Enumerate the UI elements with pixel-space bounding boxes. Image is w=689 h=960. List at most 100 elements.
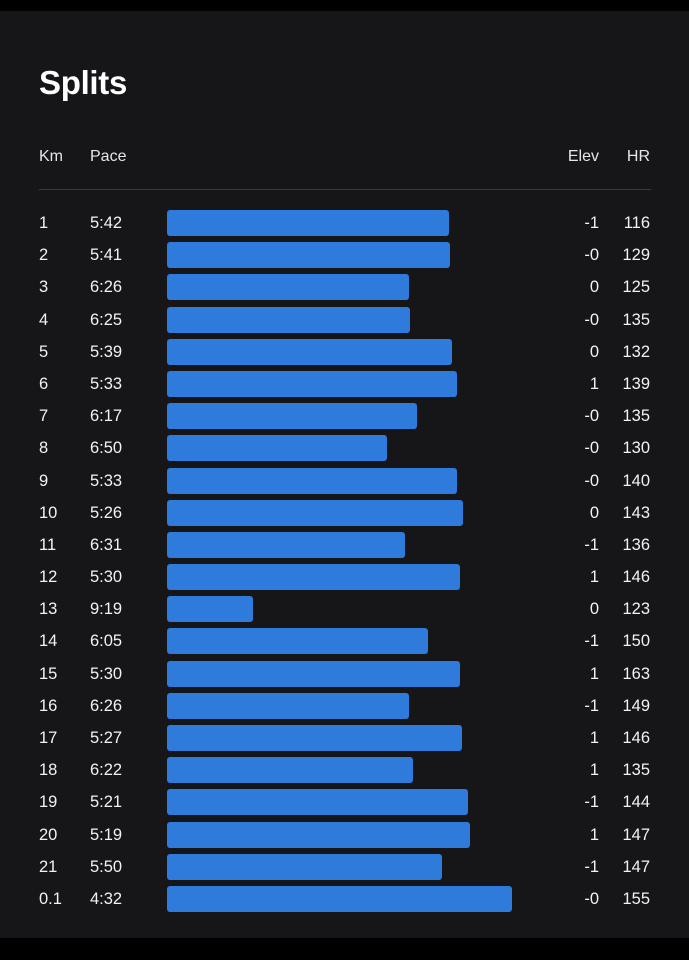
header-divider xyxy=(39,189,651,190)
split-pace: 5:26 xyxy=(90,503,123,522)
pace-bar xyxy=(167,467,457,494)
pace-bar xyxy=(167,306,410,333)
pace-bar xyxy=(167,628,428,655)
split-pace: 5:30 xyxy=(90,568,123,587)
split-hr: 144 xyxy=(622,793,650,812)
column-header-pace: Pace xyxy=(90,148,127,165)
split-hr: 139 xyxy=(622,374,650,393)
page-title: Splits xyxy=(39,64,128,101)
split-elev: 0 xyxy=(589,342,599,361)
split-pace: 5:19 xyxy=(90,825,123,844)
split-km: 9 xyxy=(39,471,49,490)
split-hr: 129 xyxy=(622,246,650,265)
split-elev: 0 xyxy=(589,503,599,522)
split-km: 21 xyxy=(39,857,58,876)
split-hr: 146 xyxy=(622,729,650,747)
pace-bar xyxy=(167,789,468,816)
split-km: 5 xyxy=(39,342,49,361)
column-header-elev: Elev xyxy=(567,148,599,165)
split-pace: 6:26 xyxy=(90,696,123,715)
split-km: 2 xyxy=(39,246,49,265)
split-pace: 5:39 xyxy=(90,342,123,361)
pace-bar xyxy=(167,596,253,623)
splits-list: 1 5:42 -1 116 2 5:41 -0 129 3 6:26 0 125 4 6:25 -0 135 5… xyxy=(0,208,689,916)
split-pace: 9:19 xyxy=(90,600,123,619)
split-km: 19 xyxy=(39,793,58,812)
pace-bar xyxy=(167,210,449,236)
split-row: 2 5:41 -0 129 xyxy=(0,240,689,272)
split-hr: 163 xyxy=(622,664,650,683)
split-elev: -1 xyxy=(584,857,599,876)
split-hr: 125 xyxy=(622,278,650,297)
pace-bar xyxy=(167,242,450,269)
split-row: 1 5:42 -1 116 xyxy=(0,208,689,240)
split-km: 14 xyxy=(39,632,58,651)
pace-bar xyxy=(167,757,413,784)
split-km: 4 xyxy=(39,310,49,329)
split-hr: 149 xyxy=(622,696,650,715)
pace-bar xyxy=(167,853,442,880)
split-row: 20 5:19 1 147 xyxy=(0,820,689,852)
split-elev: 0 xyxy=(589,600,599,619)
split-row: 9 5:33 -0 140 xyxy=(0,466,689,498)
split-row: 19 5:21 -1 144 xyxy=(0,787,689,819)
split-hr: 140 xyxy=(622,471,650,490)
split-pace: 5:50 xyxy=(90,857,123,876)
split-km: 20 xyxy=(39,825,58,844)
split-km: 6 xyxy=(39,374,49,393)
split-elev: -0 xyxy=(584,471,599,490)
split-km: 0.1 xyxy=(39,889,62,908)
splits-panel: Splits Km Pace Elev HR 1 5:42 -1 116 2 5:41 -0… xyxy=(0,11,689,938)
split-km: 3 xyxy=(39,278,49,297)
split-pace: 5:33 xyxy=(90,471,123,490)
split-pace: 6:05 xyxy=(90,632,123,651)
split-km: 17 xyxy=(39,729,58,747)
pace-bar xyxy=(167,821,470,848)
pace-bar xyxy=(167,885,512,912)
split-row: 12 5:30 1 146 xyxy=(0,562,689,594)
split-row: 11 6:31 -1 136 xyxy=(0,530,689,562)
split-elev: 1 xyxy=(589,825,599,844)
split-hr: 136 xyxy=(622,535,650,554)
pace-bar xyxy=(167,660,460,687)
split-km: 8 xyxy=(39,439,49,458)
split-row: 17 5:27 1 146 xyxy=(0,723,689,755)
split-row: 3 6:26 0 125 xyxy=(0,272,689,304)
split-pace: 6:50 xyxy=(90,439,123,458)
split-elev: -1 xyxy=(584,214,599,232)
split-hr: 155 xyxy=(622,889,650,908)
split-pace: 5:41 xyxy=(90,246,123,265)
split-elev: 1 xyxy=(589,664,599,683)
split-pace: 5:27 xyxy=(90,729,123,747)
split-row: 10 5:26 0 143 xyxy=(0,498,689,530)
split-hr: 116 xyxy=(623,214,650,232)
column-header-hr: HR xyxy=(626,148,650,165)
split-pace: 6:17 xyxy=(90,407,123,426)
split-pace: 5:30 xyxy=(90,664,123,683)
split-row: 13 9:19 0 123 xyxy=(0,594,689,626)
split-km: 15 xyxy=(39,664,58,683)
split-hr: 143 xyxy=(622,503,650,522)
split-row: 8 6:50 -0 130 xyxy=(0,433,689,465)
split-row: 16 6:26 -1 149 xyxy=(0,691,689,723)
split-hr: 146 xyxy=(622,568,650,587)
split-pace: 6:26 xyxy=(90,278,123,297)
split-elev: -1 xyxy=(584,696,599,715)
split-row: 4 6:25 -0 135 xyxy=(0,305,689,337)
split-elev: -0 xyxy=(584,439,599,458)
split-elev: 1 xyxy=(589,568,599,587)
pace-bar xyxy=(167,274,409,301)
split-hr: 135 xyxy=(622,761,650,780)
split-elev: 1 xyxy=(589,729,599,747)
pace-bar xyxy=(167,692,409,719)
pace-bar xyxy=(167,564,460,591)
split-km: 13 xyxy=(39,600,58,619)
split-row: 18 6:22 1 135 xyxy=(0,755,689,787)
split-hr: 147 xyxy=(622,857,650,876)
split-pace: 6:22 xyxy=(90,761,123,780)
split-hr: 135 xyxy=(622,407,650,426)
split-km: 18 xyxy=(39,761,58,780)
split-elev: -1 xyxy=(584,632,599,651)
split-elev: -0 xyxy=(584,246,599,265)
split-hr: 130 xyxy=(622,439,650,458)
